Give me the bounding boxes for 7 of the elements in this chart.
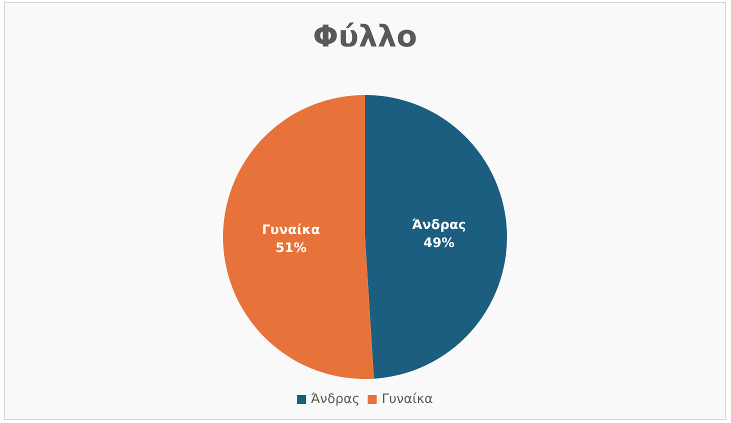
legend-label: Άνδρας [311,392,360,407]
slice-label: Άνδρας [412,218,466,234]
data-label: 49% [423,236,455,252]
chart-title: Φύλλο [312,20,418,54]
data-label: 51% [275,240,307,256]
slice-label: Γυναίκα [262,222,320,238]
legend-label: Γυναίκα [382,392,433,407]
